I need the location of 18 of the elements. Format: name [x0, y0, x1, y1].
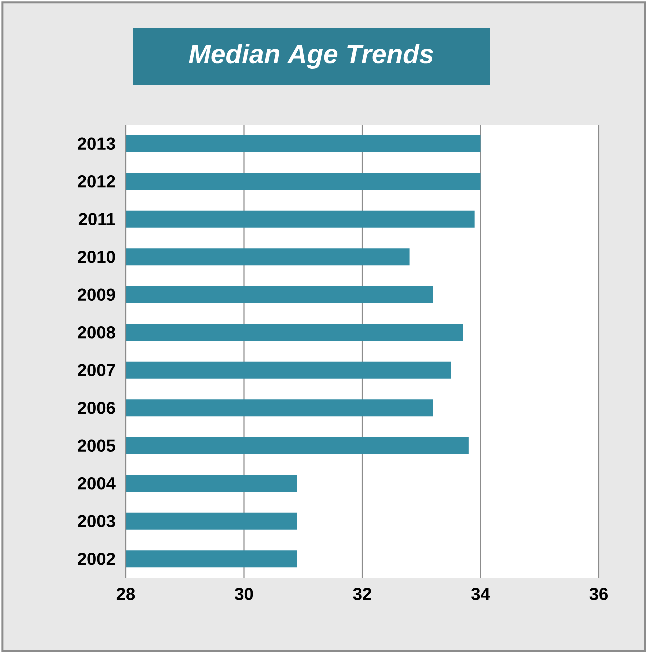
- y-tick-label: 2005: [78, 440, 116, 452]
- y-tick-label: 2013: [78, 138, 116, 150]
- y-tick-label: 2011: [78, 213, 116, 226]
- y-tick-label: 2010: [78, 250, 116, 264]
- y-tick-label: 2002: [78, 552, 116, 566]
- y-tick-label: 2004: [78, 477, 116, 490]
- y-tick-label: 2008: [78, 326, 116, 339]
- x-tick-label: 32: [353, 588, 372, 600]
- y-tick-label: 2009: [78, 288, 116, 302]
- y-tick-label: 2006: [78, 402, 116, 414]
- x-tick-label: 28: [116, 588, 136, 600]
- x-tick-label: 34: [472, 588, 490, 600]
- x-tick-label: 36: [590, 588, 608, 600]
- chart-title: Median Age Trends: [189, 44, 434, 69]
- x-tick-label: 30: [235, 588, 254, 600]
- y-tick-label: 2003: [78, 515, 116, 528]
- y-tick-label: 2007: [78, 364, 116, 377]
- y-tick-label: 2012: [78, 175, 116, 188]
